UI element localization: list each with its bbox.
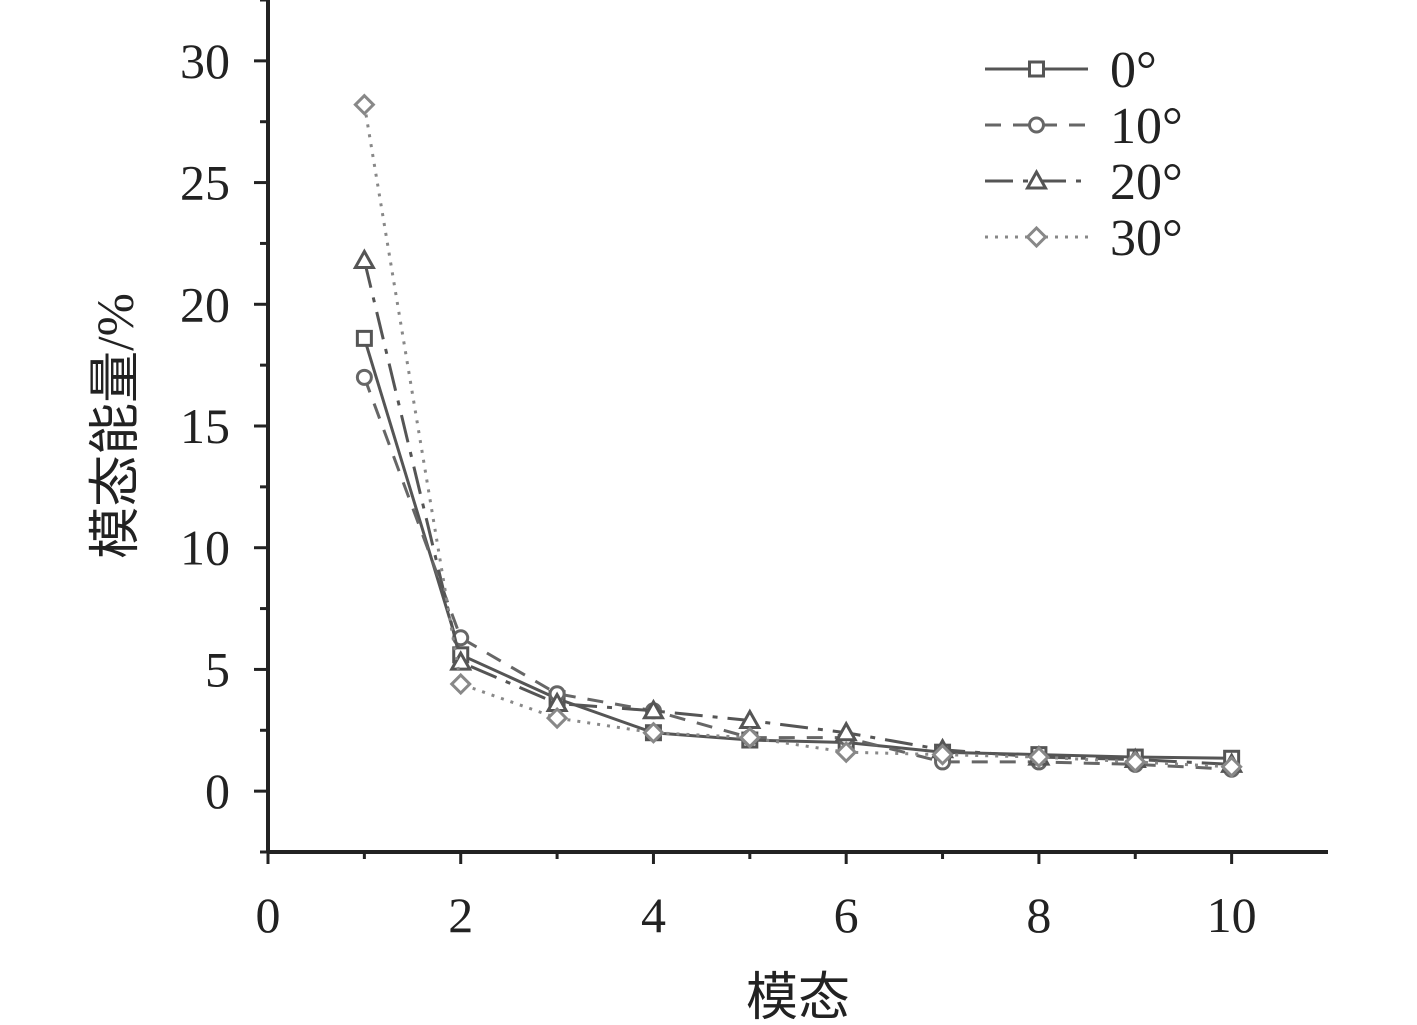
data-point (355, 329, 373, 347)
data-point (641, 698, 666, 720)
x-tick-label: 0 (256, 887, 281, 943)
data-point (835, 741, 858, 764)
data-point (931, 743, 954, 766)
series-line (362, 104, 1232, 769)
x-tick-label: 6 (834, 887, 859, 943)
data-point (449, 672, 472, 696)
data-point (545, 706, 569, 730)
y-tick-label: 10 (180, 520, 230, 576)
y-tick-label: 25 (180, 155, 230, 211)
data-point (1027, 745, 1051, 769)
y-tick-label: 30 (180, 33, 230, 89)
legend-label: 20° (1110, 154, 1183, 211)
data-point (449, 650, 473, 671)
data-point (1124, 750, 1147, 774)
x-tick-label: 10 (1207, 887, 1257, 943)
legend-label: 0° (1110, 42, 1157, 99)
series-line (362, 260, 1232, 766)
y-axis-title: 模态能量/% (88, 293, 145, 559)
legend-label: 10° (1110, 98, 1183, 155)
series-0 (355, 329, 1241, 767)
legend-marker (1024, 168, 1049, 190)
plot-series (352, 93, 1244, 778)
y-tick-label: 15 (180, 398, 230, 454)
x-tick-label: 2 (448, 887, 473, 943)
series-line (362, 337, 1232, 760)
x-tick-label: 4 (641, 887, 666, 943)
y-tick-label: 20 (180, 276, 230, 332)
series-2 (352, 248, 1244, 773)
legend-marker (1028, 116, 1045, 134)
data-point (642, 721, 665, 744)
legend: 0°10°20°30° (985, 42, 1183, 267)
series-1 (355, 368, 1241, 778)
data-point (355, 368, 373, 386)
legend-item: 10° (985, 98, 1183, 155)
data-point (834, 720, 858, 742)
data-point (353, 93, 376, 116)
y-tick-label: 5 (205, 641, 230, 697)
data-point (738, 726, 761, 749)
x-axis-title: 模态 (746, 970, 850, 1025)
legend-label: 30° (1110, 210, 1183, 267)
legend-item: 30° (985, 210, 1183, 267)
legend-item: 20° (985, 154, 1183, 211)
ticks: 0 2 4 6 8 10 0 5 10 15 20 25 30 (180, 0, 1257, 943)
data-point (1220, 755, 1243, 778)
x-tick-label: 8 (1026, 887, 1051, 943)
y-tick-label: 0 (205, 763, 230, 819)
legend-marker (1028, 60, 1045, 78)
series-3 (353, 93, 1243, 778)
legend-marker (1025, 225, 1048, 249)
legend-item: 0° (985, 42, 1157, 99)
series-line (362, 376, 1232, 771)
data-point (352, 248, 376, 269)
